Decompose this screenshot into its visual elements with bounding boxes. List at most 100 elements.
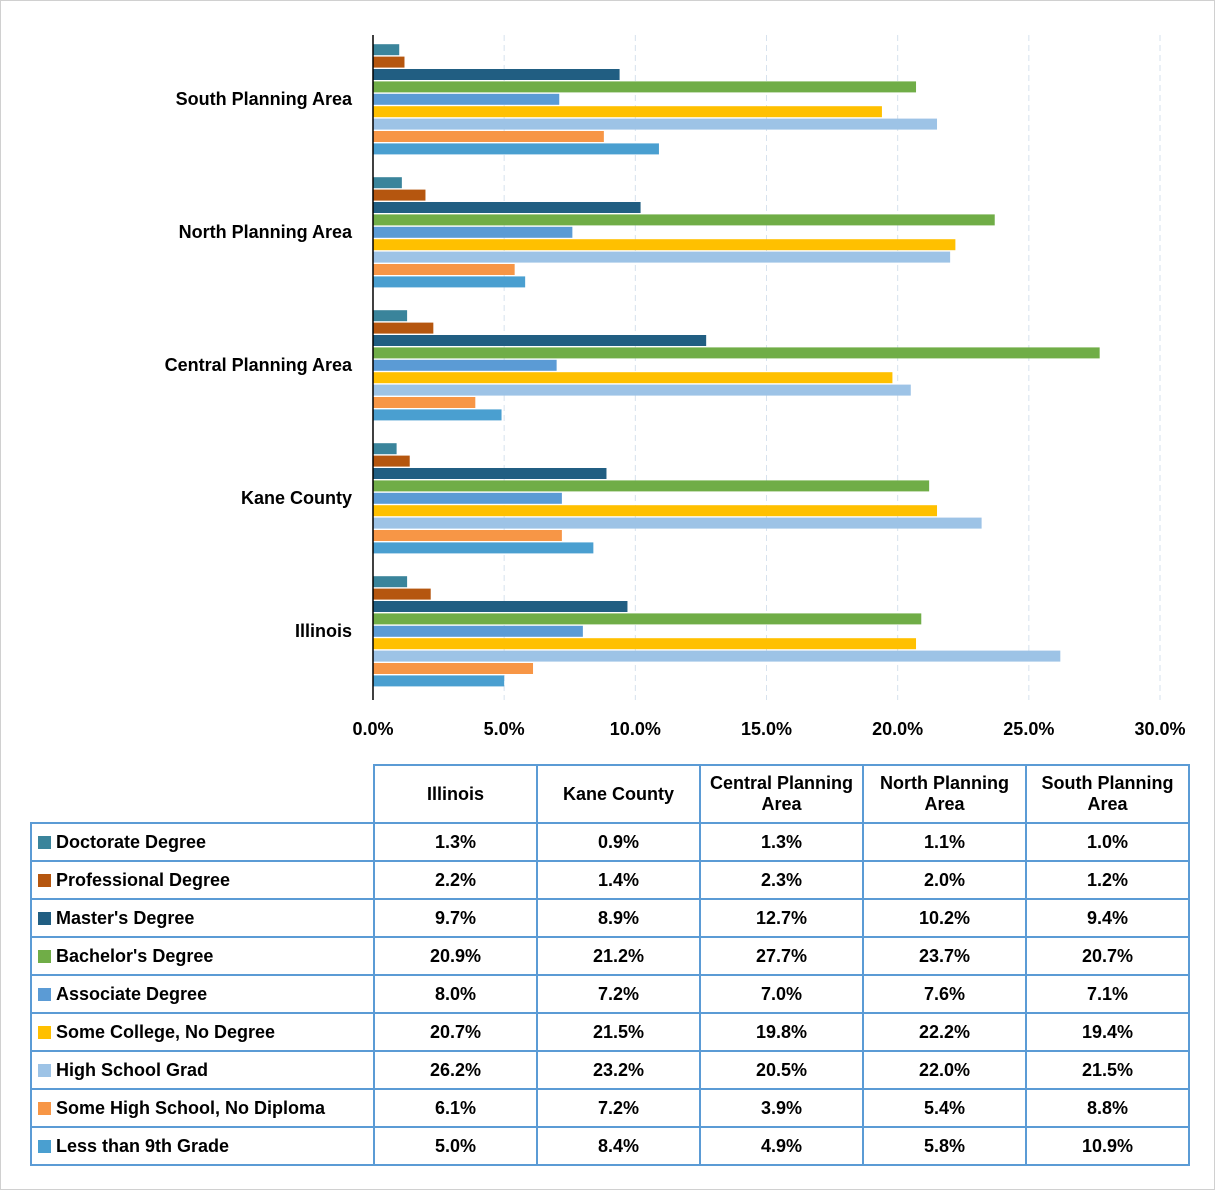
bar <box>373 69 620 80</box>
bar <box>373 372 893 384</box>
row-label-cell: Doctorate Degree <box>30 822 375 862</box>
legend-swatch <box>38 949 51 963</box>
data-table: Illinois Kane County Central Planning Area… <box>30 764 1190 1166</box>
legend-swatch <box>38 835 51 849</box>
legend-label: Professional Degree <box>56 869 231 890</box>
row-label-cell: Associate Degree <box>30 974 375 1014</box>
table-row: Master's Degree 9.7% 8.9% 12.7% 10.2% 9.4% <box>30 898 1190 938</box>
value-cell: 7.1% <box>1025 974 1190 1014</box>
bar <box>373 480 930 492</box>
value-cell: 1.3% <box>699 822 864 862</box>
bar <box>373 56 405 68</box>
legend-label: Some High School, No Diploma <box>56 1097 326 1118</box>
column-header: North Planning Area <box>862 764 1027 824</box>
legend-swatch <box>38 873 51 887</box>
bar <box>373 143 659 155</box>
bar <box>373 625 583 637</box>
bar <box>373 576 408 588</box>
value-cell: 20.5% <box>699 1050 864 1090</box>
value-cell: 2.2% <box>373 860 538 900</box>
column-header: Illinois <box>373 764 538 824</box>
bar <box>373 264 515 275</box>
value-cell: 7.6% <box>862 974 1027 1014</box>
row-label-cell: High School Grad <box>30 1050 375 1090</box>
legend-label: Associate Degree <box>56 983 208 1004</box>
bar <box>373 397 476 408</box>
value-cell: 7.0% <box>699 974 864 1014</box>
legend-swatch <box>38 987 51 1001</box>
x-tick-label: 15.0% <box>741 719 792 739</box>
value-cell: 1.4% <box>536 860 701 900</box>
legend-swatch <box>38 1025 51 1039</box>
bar <box>373 650 1061 662</box>
bar <box>373 663 534 674</box>
value-cell: 21.2% <box>536 936 701 976</box>
value-cell: 23.2% <box>536 1050 701 1090</box>
value-cell: 5.4% <box>862 1088 1027 1128</box>
value-cell: 3.9% <box>699 1088 864 1128</box>
table-row: High School Grad 26.2% 23.2% 20.5% 22.0% 21.5… <box>30 1050 1190 1090</box>
value-cell: 8.4% <box>536 1126 701 1166</box>
bar <box>373 81 917 93</box>
legend-label: High School Grad <box>56 1059 209 1080</box>
value-cell: 12.7% <box>699 898 864 938</box>
x-tick-label: 5.0% <box>484 719 525 739</box>
bar <box>373 335 707 346</box>
legend-swatch <box>38 1063 51 1077</box>
bar <box>373 251 951 263</box>
bar <box>373 106 882 118</box>
value-cell: 19.4% <box>1025 1012 1190 1052</box>
x-tick-label: 25.0% <box>1003 719 1054 739</box>
value-cell: 22.0% <box>862 1050 1027 1090</box>
x-tick-label: 20.0% <box>872 719 923 739</box>
bar <box>373 359 557 371</box>
value-cell: 1.0% <box>1025 822 1190 862</box>
bar <box>373 638 917 650</box>
table-row: Bachelor's Degree 20.9% 21.2% 27.7% 23.7% 20.… <box>30 936 1190 976</box>
value-cell: 9.4% <box>1025 898 1190 938</box>
bar <box>373 347 1100 359</box>
bar <box>373 202 641 213</box>
table-row: Professional Degree 2.2% 1.4% 2.3% 2.0% 1.2% <box>30 860 1190 900</box>
value-cell: 26.2% <box>373 1050 538 1090</box>
value-cell: 8.9% <box>536 898 701 938</box>
bar <box>373 409 502 421</box>
x-tick-label: 0.0% <box>352 719 393 739</box>
value-cell: 4.9% <box>699 1126 864 1166</box>
value-cell: 20.9% <box>373 936 538 976</box>
bar <box>373 468 607 479</box>
row-label-cell: Some High School, No Diploma <box>30 1088 375 1128</box>
category-label: Central Planning Area <box>165 355 353 375</box>
value-cell: 1.2% <box>1025 860 1190 900</box>
category-label: Illinois <box>295 621 352 641</box>
x-tick-label: 10.0% <box>610 719 661 739</box>
value-cell: 21.5% <box>1025 1050 1190 1090</box>
value-cell: 6.1% <box>373 1088 538 1128</box>
bar <box>373 505 938 517</box>
value-cell: 20.7% <box>373 1012 538 1052</box>
bar <box>373 118 938 130</box>
value-cell: 2.0% <box>862 860 1027 900</box>
bar <box>373 131 604 142</box>
value-cell: 1.3% <box>373 822 538 862</box>
bar <box>373 322 434 334</box>
bar <box>373 588 431 600</box>
category-label: Kane County <box>241 488 352 508</box>
legend-label: Less than 9th Grade <box>56 1135 230 1156</box>
bar <box>373 214 995 226</box>
x-tick-label: 30.0% <box>1134 719 1185 739</box>
table-row: Some High School, No Diploma 6.1% 7.2% 3.9%… <box>30 1088 1190 1128</box>
value-cell: 27.7% <box>699 936 864 976</box>
table-row: Less than 9th Grade 5.0% 8.4% 4.9% 5.8% 10.9% <box>30 1126 1190 1166</box>
legend-swatch <box>38 911 51 925</box>
value-cell: 2.3% <box>699 860 864 900</box>
value-cell: 10.9% <box>1025 1126 1190 1166</box>
bar <box>373 93 560 105</box>
legend-label: Some College, No Degree <box>56 1021 276 1042</box>
value-cell: 7.2% <box>536 1088 701 1128</box>
bar <box>373 530 562 541</box>
bar <box>373 276 526 288</box>
row-label-cell: Some College, No Degree <box>30 1012 375 1052</box>
